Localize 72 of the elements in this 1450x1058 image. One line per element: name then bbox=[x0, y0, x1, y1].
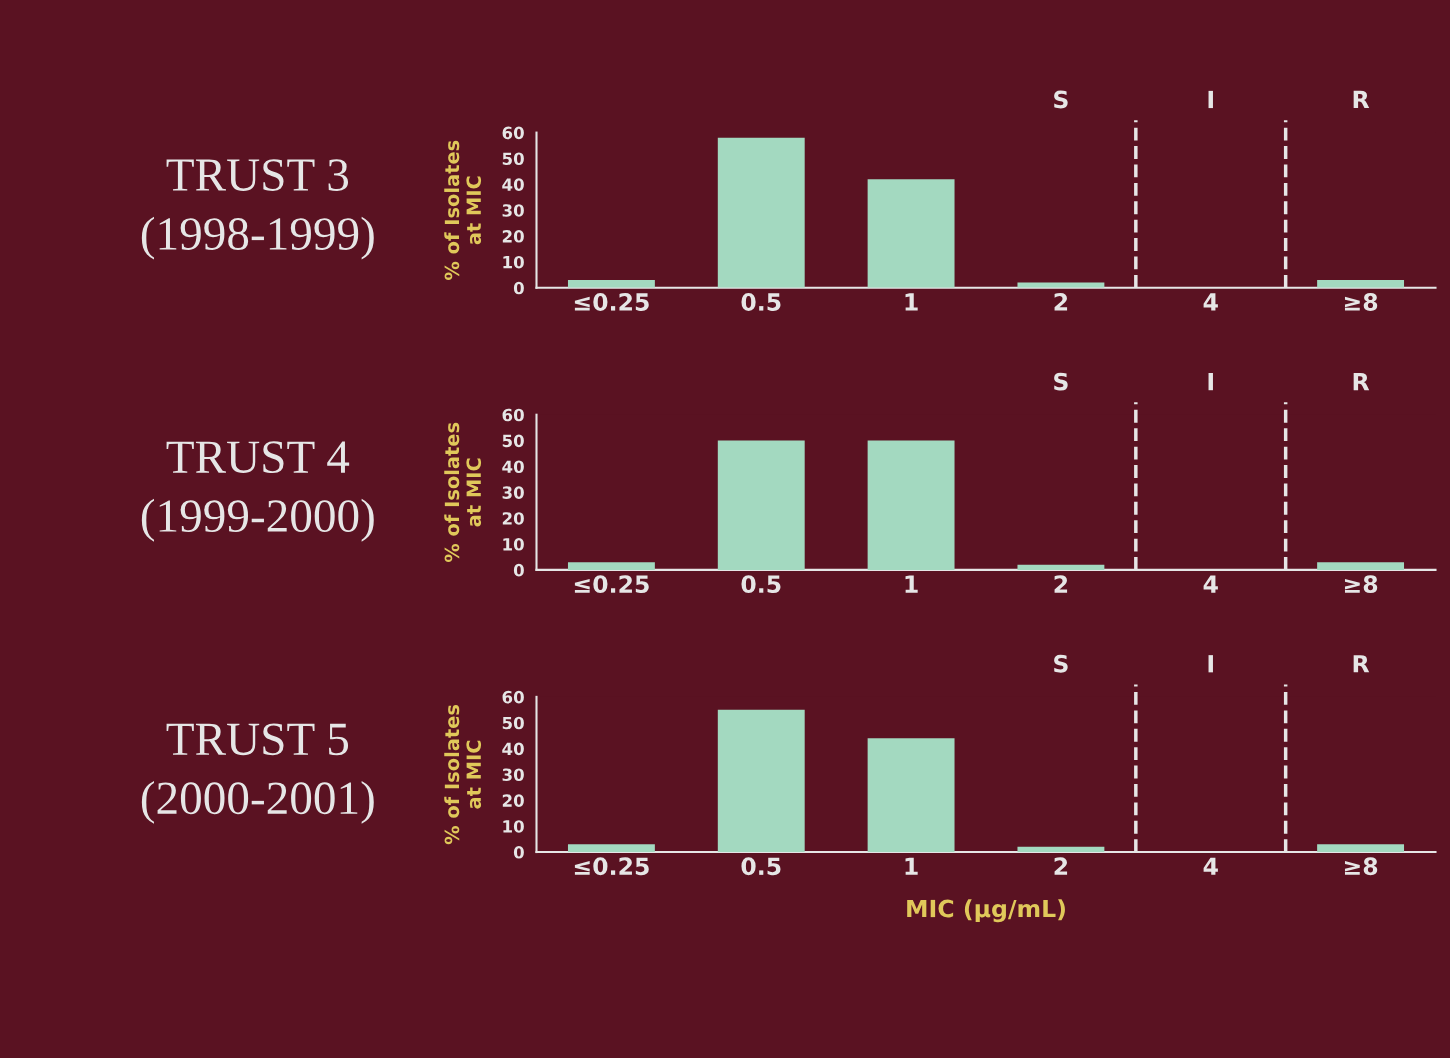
bar bbox=[567, 280, 655, 288]
x-tick-label: 2 bbox=[1054, 575, 1068, 593]
bar bbox=[867, 440, 955, 570]
bar bbox=[1317, 844, 1405, 853]
x-axis-title: MIC (µg/mL) bbox=[907, 899, 1065, 923]
y-axis-title: % of Isolates at MIC bbox=[444, 704, 482, 845]
x-tick-label: 0.5 bbox=[741, 293, 781, 311]
y-tick-label: 30 bbox=[502, 768, 524, 782]
bar bbox=[1317, 280, 1405, 288]
text: (2000-2001) bbox=[141, 780, 374, 824]
x-tick-label: ≥8 bbox=[1344, 575, 1378, 594]
text: S bbox=[1054, 90, 1068, 109]
x-tick-label: 4 bbox=[1203, 575, 1218, 593]
x-tick-label: ≥8 bbox=[1344, 293, 1378, 311]
x-tick-label: ≥8 bbox=[1344, 857, 1378, 876]
y-axis-title: % of Isolates at MIC bbox=[444, 422, 482, 563]
y-tick-label: 40 bbox=[502, 742, 524, 756]
x-tick-label: 4 bbox=[1203, 293, 1218, 311]
y-tick-label: 20 bbox=[502, 794, 524, 807]
y-tick-label: 60 bbox=[502, 408, 524, 422]
y-axis-title: % of Isolates at MIC bbox=[444, 140, 482, 280]
y-tick-label: 60 bbox=[502, 690, 524, 704]
bar bbox=[567, 844, 655, 853]
y-tick-label: 20 bbox=[502, 230, 524, 243]
chart-title: TRUST 5 bbox=[166, 723, 349, 756]
x-tick-label: 2 bbox=[1054, 857, 1068, 875]
text: R bbox=[1353, 373, 1370, 391]
y-tick-label: 50 bbox=[502, 152, 524, 166]
y-tick-label: 20 bbox=[502, 512, 524, 525]
bar bbox=[717, 137, 805, 288]
x-tick-label: 0.5 bbox=[741, 857, 781, 876]
y-tick-label: 0 bbox=[513, 563, 524, 577]
x-tick-label: ≤0.25 bbox=[574, 575, 649, 594]
text: R bbox=[1353, 90, 1370, 109]
bar bbox=[567, 562, 655, 570]
x-tick-label: 4 bbox=[1203, 857, 1218, 875]
text: (1998-1999) bbox=[141, 216, 374, 260]
bar bbox=[717, 440, 805, 570]
y-tick-label: 30 bbox=[502, 204, 524, 217]
y-tick-label: 60 bbox=[502, 126, 524, 140]
bar bbox=[1017, 564, 1105, 570]
x-tick-label: 2 bbox=[1054, 293, 1068, 311]
y-tick-label: 0 bbox=[513, 846, 524, 859]
x-tick-label: 1 bbox=[905, 293, 918, 311]
bar bbox=[717, 709, 805, 853]
x-tick-label: 0.5 bbox=[741, 575, 781, 594]
chart-title: TRUST 3 bbox=[166, 159, 349, 191]
bar bbox=[867, 179, 955, 288]
x-tick-label: ≤0.25 bbox=[574, 857, 649, 876]
text: S bbox=[1054, 372, 1068, 391]
y-tick-label: 40 bbox=[502, 178, 524, 191]
text: I bbox=[1208, 655, 1213, 673]
text: I bbox=[1208, 373, 1213, 391]
bar bbox=[1017, 846, 1105, 853]
y-tick-label: 50 bbox=[502, 434, 524, 448]
y-tick-label: 50 bbox=[502, 716, 524, 730]
y-tick-label: 10 bbox=[503, 820, 524, 833]
text: R bbox=[1353, 655, 1370, 673]
text: S bbox=[1054, 654, 1068, 673]
bar bbox=[867, 738, 955, 853]
bar bbox=[1317, 562, 1405, 570]
y-tick-label: 30 bbox=[502, 486, 524, 499]
x-tick-label: 1 bbox=[905, 857, 918, 875]
text: (1999-2000) bbox=[141, 498, 374, 542]
chart-title: TRUST 4 bbox=[166, 441, 350, 474]
y-tick-label: 40 bbox=[502, 460, 524, 474]
x-tick-label: 1 bbox=[905, 575, 918, 593]
y-tick-label: 10 bbox=[503, 255, 524, 269]
text: I bbox=[1208, 90, 1213, 109]
y-tick-label: 0 bbox=[513, 281, 524, 295]
y-tick-label: 10 bbox=[503, 538, 524, 551]
x-tick-label: ≤0.25 bbox=[574, 293, 649, 311]
